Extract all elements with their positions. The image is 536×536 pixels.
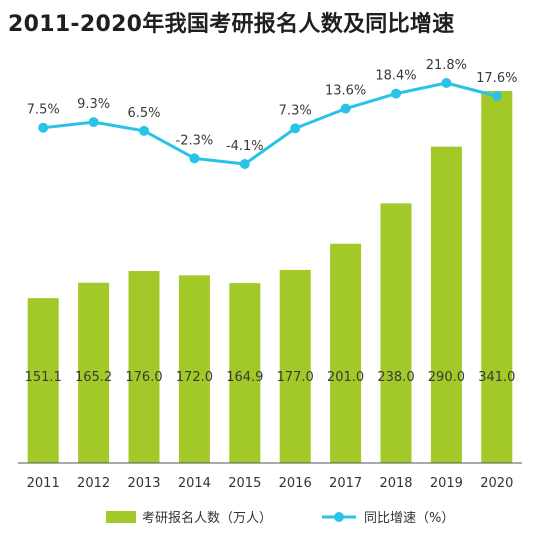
bar-value-label: 172.0: [176, 370, 213, 385]
growth-point: [441, 78, 452, 88]
growth-value-label: 17.6%: [476, 71, 517, 86]
legend-bar-swatch: [106, 511, 136, 523]
growth-value-label: 9.3%: [77, 97, 110, 112]
bar-value-label: 290.0: [428, 370, 465, 385]
growth-point: [239, 159, 250, 169]
bar-value-label: 164.9: [226, 370, 263, 385]
growth-line: [43, 81, 498, 166]
legend-line-marker: [334, 512, 344, 522]
legend-bar-label: 考研报名人数（万人）: [142, 510, 272, 526]
x-tick-label: 2012: [77, 476, 110, 491]
bar-value-label: 151.1: [25, 370, 62, 385]
growth-value-label: 13.6%: [325, 84, 366, 99]
growth-value-label: 21.8%: [426, 58, 467, 73]
bar-value-label: 177.0: [277, 370, 314, 385]
legend-line-label: 同比增速（%）: [364, 511, 454, 526]
bar-2014: [178, 275, 210, 463]
growth-value-label: 7.3%: [279, 103, 312, 118]
growth-value-label: -2.3%: [176, 133, 214, 148]
bar-2017: [330, 243, 362, 463]
bar-value-label: 201.0: [327, 370, 364, 385]
growth-value-label: 7.5%: [27, 103, 60, 118]
bar-value-label: 165.2: [75, 370, 112, 385]
x-tick-label: 2014: [178, 476, 211, 491]
growth-point: [38, 122, 49, 133]
bar-2013: [128, 271, 160, 463]
x-tick-label: 2015: [228, 476, 261, 491]
x-tick-label: 2011: [27, 476, 60, 491]
bar-value-label: 176.0: [125, 370, 162, 385]
growth-point: [189, 153, 200, 164]
growth-point: [139, 125, 149, 136]
x-tick-label: 2017: [329, 476, 362, 491]
bar-2019: [430, 146, 462, 464]
growth-point: [491, 91, 502, 102]
growth-value-label: 18.4%: [375, 69, 416, 84]
x-tick-label: 2013: [127, 476, 160, 491]
growth-point: [340, 103, 351, 114]
bar-value-label: 238.0: [377, 370, 414, 385]
growth-value-label: -4.1%: [226, 139, 264, 154]
bar-2018: [380, 203, 412, 463]
x-tick-label: 2018: [379, 476, 412, 491]
bar-2016: [279, 269, 311, 463]
growth-point: [88, 117, 99, 128]
bar-2012: [78, 282, 110, 463]
bar-2011: [27, 298, 59, 463]
chart-title: 2011-2020年我国考研报名人数及同比增速: [8, 12, 455, 37]
bar-2020: [481, 91, 513, 463]
growth-value-label: 6.5%: [127, 106, 160, 121]
x-tick-label: 2016: [279, 476, 312, 491]
growth-point: [391, 88, 401, 99]
x-tick-label: 2019: [430, 476, 463, 491]
bar-value-label: 341.0: [478, 370, 515, 385]
growth-point: [290, 123, 301, 134]
bar-2015: [229, 283, 261, 463]
x-tick-label: 2020: [480, 476, 513, 491]
